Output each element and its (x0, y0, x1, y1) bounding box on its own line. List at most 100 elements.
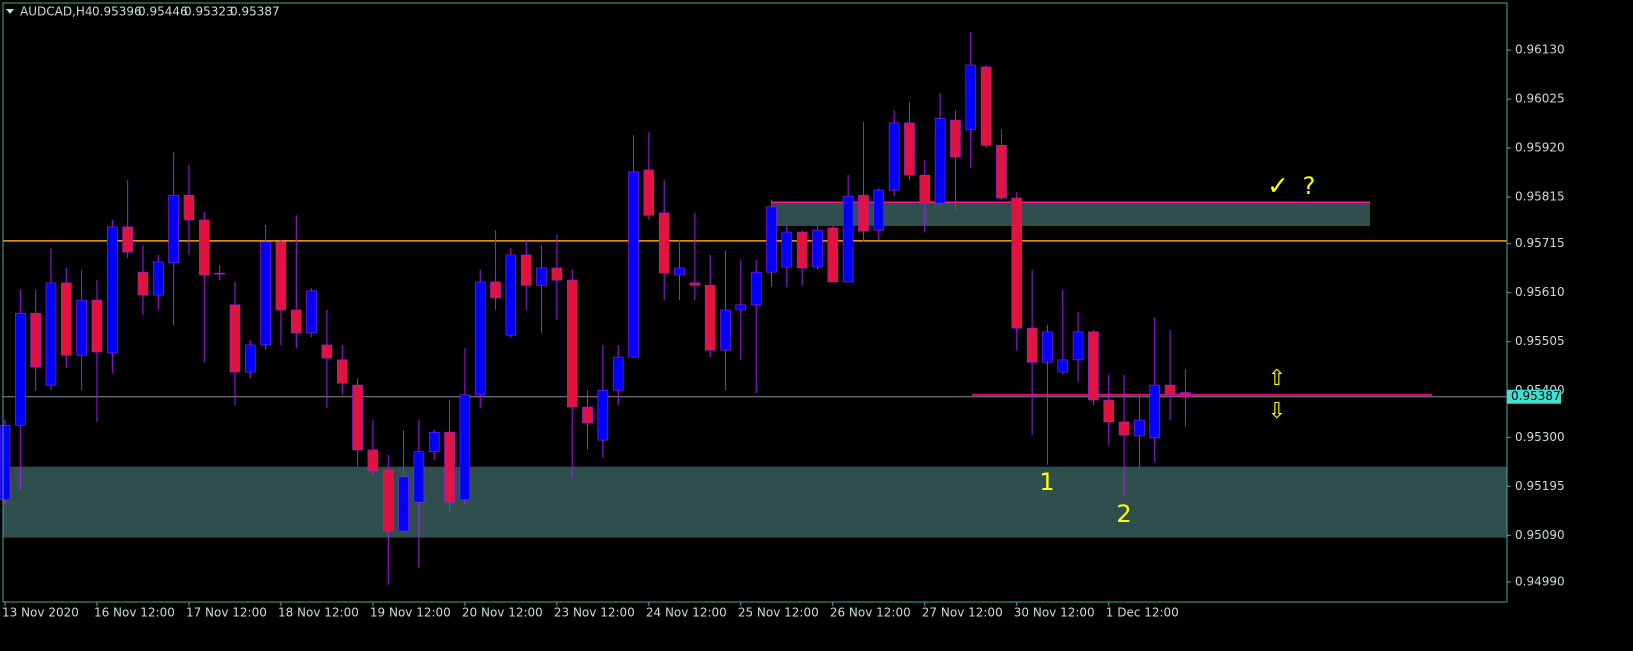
candle-body (766, 206, 777, 273)
candle-body (0, 424, 11, 501)
annotation: ? (1303, 172, 1316, 200)
candle-body (459, 394, 471, 501)
candle-body (1042, 331, 1053, 363)
annotation: ✓ (1267, 172, 1289, 202)
zone (3, 466, 1507, 538)
candle-body (107, 226, 118, 354)
x-tick-label: 25 Nov 12:00 (738, 606, 819, 620)
candle-body (444, 431, 455, 503)
candle-body (582, 406, 593, 424)
price-tag (1507, 389, 1561, 404)
candle-body (214, 272, 225, 275)
candle-body (244, 344, 256, 373)
candle-body (781, 231, 793, 268)
candle-body (122, 226, 133, 253)
y-tick-label: 0.95815 (1515, 190, 1565, 204)
y-tick-label: 0.95300 (1515, 430, 1565, 444)
candle-body (30, 312, 41, 368)
candle-body (367, 449, 379, 472)
candle-body (153, 261, 164, 296)
candle-body (61, 282, 72, 356)
candle-body (735, 304, 747, 311)
candle-body (336, 359, 348, 384)
collapse-icon[interactable] (6, 9, 14, 14)
candle-body (566, 279, 578, 408)
header-value: 0.95323 (184, 5, 234, 19)
candle-body (1180, 392, 1191, 398)
candle-body (1011, 197, 1023, 329)
candle-body (413, 451, 425, 503)
candle-body (91, 299, 103, 353)
x-tick-label: 19 Nov 12:00 (370, 606, 451, 620)
candle-body (873, 189, 885, 231)
candle-body (382, 469, 394, 532)
candle-body (551, 267, 563, 281)
y-tick-label: 0.95920 (1515, 141, 1565, 155)
candle-body (520, 254, 532, 286)
header-value: 0.95396 (92, 5, 142, 19)
candle-body (260, 241, 271, 346)
candle-body (183, 194, 195, 221)
zone (772, 202, 1370, 226)
candle-body (1026, 327, 1038, 363)
candle-body (720, 309, 731, 351)
annotation: ⇧ (1268, 366, 1286, 391)
candle-body (321, 344, 333, 359)
y-tick-label: 0.96130 (1515, 43, 1565, 57)
y-tick-label: 0.95195 (1515, 479, 1565, 493)
candle-body (612, 356, 624, 391)
candle-body (76, 299, 87, 356)
candle-body (888, 122, 900, 191)
candle-body (704, 284, 716, 351)
candle-body (1088, 331, 1099, 401)
candle-body (919, 174, 931, 204)
candle-body (842, 195, 854, 283)
candle-body (1072, 331, 1084, 361)
candle-body (658, 212, 670, 274)
candle-body (1134, 419, 1145, 437)
candle-body (628, 171, 639, 358)
candle-body (904, 122, 915, 176)
plot-frame (2, 2, 1508, 603)
header-value: 0.95387 (230, 5, 280, 19)
x-tick-label: 30 Nov 12:00 (1014, 606, 1095, 620)
candle-body (965, 64, 977, 131)
candle-body (398, 476, 409, 532)
price-tag-label: 0.95387 (1511, 389, 1561, 403)
candle-body (1057, 359, 1069, 373)
candle-body (1118, 421, 1130, 436)
candle-body (980, 66, 992, 146)
x-tick-label: 23 Nov 12:00 (554, 606, 635, 620)
candle-body (352, 384, 363, 451)
candle-body (306, 290, 317, 334)
y-tick-label: 0.95090 (1515, 528, 1565, 542)
candle-body (827, 227, 839, 283)
candle-body (490, 281, 501, 299)
candle-body (858, 194, 869, 232)
candle-body (536, 267, 547, 286)
candle-body (474, 281, 486, 396)
candle-body (643, 169, 655, 216)
candle-body (812, 229, 823, 268)
x-tick-label: 26 Nov 12:00 (830, 606, 911, 620)
annotation: 2 (1116, 500, 1131, 528)
candle-body (750, 271, 762, 306)
x-tick-label: 16 Nov 12:00 (94, 606, 175, 620)
y-tick-label: 0.95715 (1515, 236, 1565, 250)
x-tick-label: 24 Nov 12:00 (646, 606, 727, 620)
header-value: 0.95446 (138, 5, 188, 19)
candle-body (1149, 384, 1161, 439)
x-tick-label: 13 Nov 2020 (2, 606, 79, 620)
annotation: 1 (1039, 468, 1054, 496)
candle-body (168, 194, 179, 264)
y-tick-label: 0.95610 (1515, 285, 1565, 299)
x-tick-label: 18 Nov 12:00 (278, 606, 359, 620)
candle-body (796, 231, 808, 269)
candle-body (428, 431, 440, 453)
x-tick-label: 27 Nov 12:00 (922, 606, 1003, 620)
y-tick-label: 0.95505 (1515, 334, 1565, 348)
candle-body (674, 267, 685, 276)
